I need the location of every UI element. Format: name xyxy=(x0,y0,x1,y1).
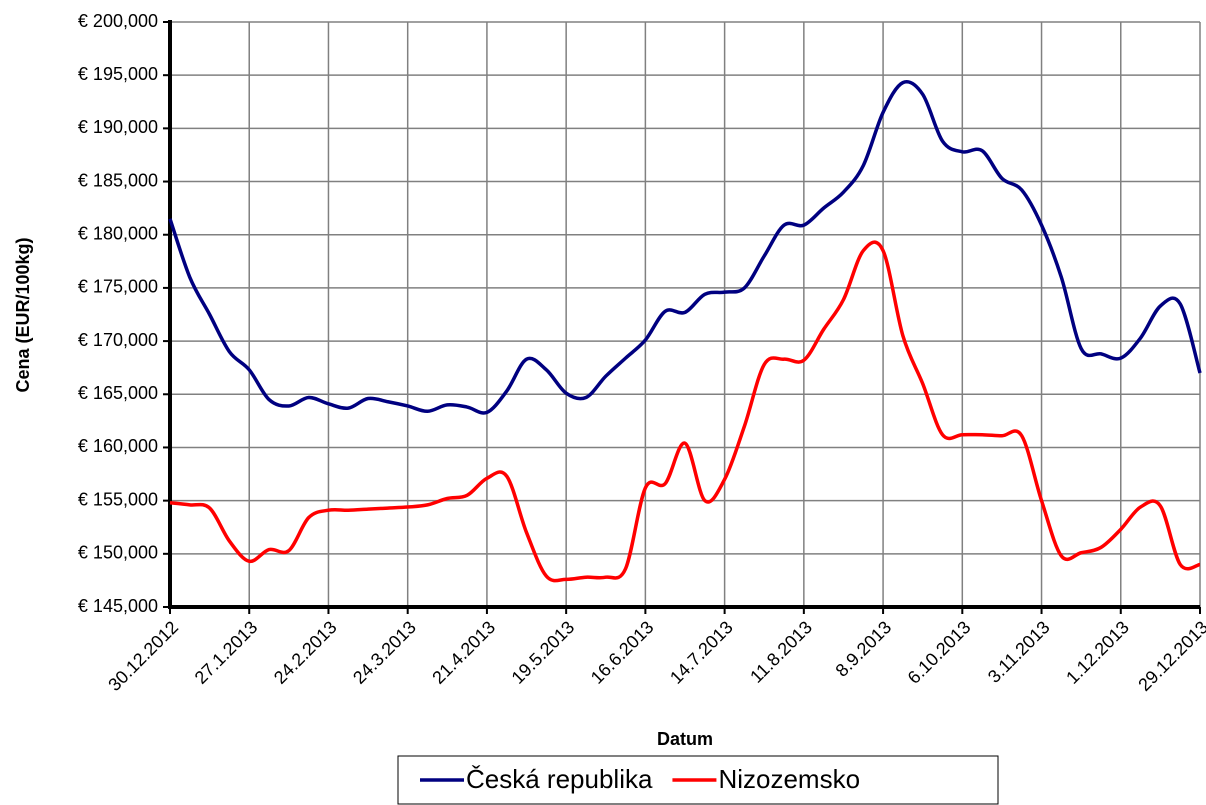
x-tick-label: 24.2.2013 xyxy=(270,617,341,688)
x-tick-label: 27.1.2013 xyxy=(191,617,262,688)
y-tick-label: € 200,000 xyxy=(78,11,158,31)
y-tick-label: € 185,000 xyxy=(78,170,158,190)
x-tick-label: 16.6.2013 xyxy=(587,617,658,688)
y-tick-label: € 160,000 xyxy=(78,436,158,456)
x-tick-label: 19.5.2013 xyxy=(508,617,579,688)
x-tick-label: 1.12.2013 xyxy=(1062,617,1133,688)
x-tick-label: 8.9.2013 xyxy=(832,617,896,681)
y-tick-label: € 150,000 xyxy=(78,543,158,563)
y-tick-label: € 195,000 xyxy=(78,64,158,84)
x-tick-label: 24.3.2013 xyxy=(349,617,420,688)
legend: Česká republika Nizozemsko xyxy=(397,755,999,805)
x-tick-label: 14.7.2013 xyxy=(666,617,737,688)
legend-label: Česká republika xyxy=(466,764,653,794)
x-tick-label: 29.12.2013 xyxy=(1134,617,1206,695)
x-axis-title: Datum xyxy=(657,729,713,749)
legend-label: Nizozemsko xyxy=(718,764,860,794)
y-tick-label: € 165,000 xyxy=(78,383,158,403)
y-tick-label: € 190,000 xyxy=(78,117,158,137)
series-line xyxy=(168,80,1202,415)
y-tick-label: € 145,000 xyxy=(78,596,158,616)
y-tick-label: € 175,000 xyxy=(78,277,158,297)
y-tick-label: € 170,000 xyxy=(78,330,158,350)
series-line xyxy=(169,240,1201,583)
x-tick-label: 11.8.2013 xyxy=(746,617,816,687)
y-axis-title: Cena (EUR/100kg) xyxy=(13,237,33,392)
y-tick-label: € 155,000 xyxy=(78,489,158,509)
x-tick-label: 21.4.2013 xyxy=(428,617,499,688)
x-tick-label: 3.11.2013 xyxy=(984,617,1054,687)
y-tick-label: € 180,000 xyxy=(78,223,158,243)
x-tick-label: 30.12.2012 xyxy=(104,617,182,695)
x-tick-label: 6.10.2013 xyxy=(904,617,975,688)
